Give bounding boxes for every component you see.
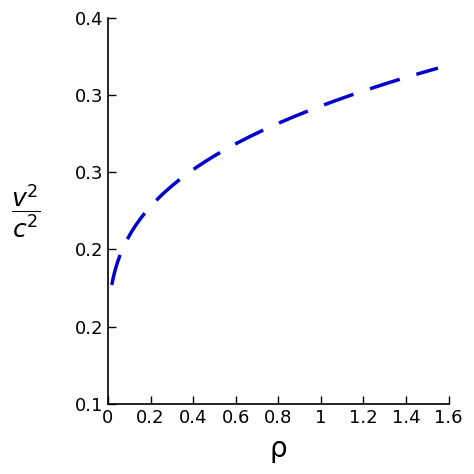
X-axis label: ρ: ρ: [270, 435, 287, 463]
Y-axis label: $\dfrac{v^2}{c^2}$: $\dfrac{v^2}{c^2}$: [11, 182, 41, 240]
